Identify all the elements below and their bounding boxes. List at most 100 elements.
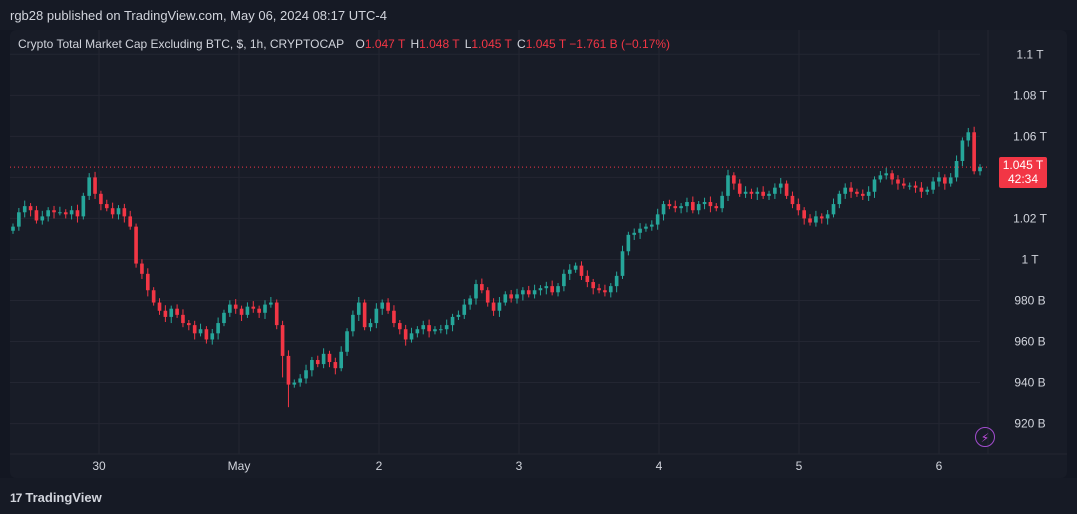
candle-body	[778, 183, 783, 188]
candle-body	[550, 286, 554, 293]
symbol-title[interactable]: Crypto Total Market Cap Excluding BTC, $…	[18, 37, 345, 51]
candle-body	[855, 191, 859, 194]
candle-body	[145, 273, 150, 291]
candle-body	[75, 210, 80, 217]
candle-body	[228, 304, 232, 313]
candle-body	[819, 216, 824, 219]
candle-body	[433, 329, 437, 332]
candle-body	[931, 181, 935, 190]
candlestick-chart[interactable]: 1.1 T 1.08 T 1.06 T 1.02 T 1 T 980 B 960 B 940 …	[10, 30, 1067, 478]
candle-body	[790, 195, 795, 205]
candle-body	[521, 290, 525, 295]
candle-body	[222, 312, 226, 324]
candle-body	[755, 191, 760, 194]
candle-body	[720, 195, 724, 209]
candle-body	[503, 294, 508, 303]
candle-body	[966, 132, 971, 141]
candle-body	[22, 206, 27, 213]
candle-body	[954, 160, 959, 178]
candle-body	[409, 333, 414, 340]
candle-body	[562, 273, 566, 287]
candle-body	[362, 302, 367, 328]
tradingview-logo[interactable]: 17 TradingView	[10, 490, 102, 505]
candle-body	[298, 378, 302, 383]
high-key: H	[410, 37, 420, 51]
candle-body	[415, 329, 420, 334]
candle-body	[831, 204, 836, 215]
candle-body	[403, 329, 408, 340]
candle-body	[960, 140, 965, 161]
candle-body	[327, 353, 332, 363]
candle-body	[104, 204, 109, 209]
candle-body	[925, 189, 930, 192]
candle-body	[99, 193, 103, 205]
candle-body	[216, 323, 220, 334]
candle-body	[368, 323, 373, 328]
low-value: 1.045 T	[471, 37, 512, 51]
candle-body	[192, 325, 197, 334]
candle-body	[773, 187, 777, 194]
candle-body	[626, 234, 631, 252]
candle-body	[134, 226, 138, 264]
candle-body	[87, 177, 92, 196]
last-price-value: 1.045 T	[1002, 158, 1044, 172]
candle-body	[310, 359, 314, 371]
lightning-icon[interactable]: ⚡︎	[975, 427, 995, 447]
candle-body	[374, 308, 379, 324]
open-value: 1.047 T	[364, 37, 406, 51]
candle-body	[943, 177, 947, 184]
candle-body	[198, 329, 203, 334]
candle-body	[339, 351, 344, 369]
candle-body	[40, 216, 45, 221]
candle-body	[878, 175, 883, 180]
candle-body	[673, 206, 678, 209]
candle-body	[122, 208, 127, 217]
candle-body	[597, 288, 601, 291]
candle-body	[397, 323, 402, 330]
candle-body	[116, 208, 121, 215]
candle-body	[919, 187, 924, 192]
candle-body	[784, 183, 789, 196]
candle-body	[456, 314, 461, 317]
candle-body	[732, 175, 736, 184]
open-key: O	[355, 37, 365, 51]
candle-body	[421, 325, 426, 330]
candle-body	[81, 195, 86, 217]
candle-body	[274, 302, 279, 326]
y-tick-label: 1 T	[1021, 252, 1039, 266]
x-tick-label: 30	[92, 459, 106, 473]
candle-body	[685, 202, 689, 207]
candle-body	[884, 173, 889, 176]
candle-body	[286, 355, 291, 385]
candle-body	[620, 251, 625, 276]
candle-body	[872, 179, 877, 192]
candle-body	[948, 177, 953, 184]
candle-body	[169, 308, 174, 317]
candle-body	[497, 302, 502, 311]
close-key: C	[517, 37, 526, 51]
y-tick-label: 960 B	[1014, 335, 1045, 349]
candle-body	[151, 290, 156, 303]
candle-body	[204, 329, 209, 340]
brand-name: TradingView	[25, 490, 102, 505]
candle-body	[907, 185, 912, 187]
x-tick-label: 2	[376, 459, 383, 473]
candle-body	[110, 208, 115, 215]
candle-body	[696, 204, 701, 211]
candle-body	[181, 314, 185, 324]
candle-body	[52, 210, 56, 213]
chart-panel[interactable]: 1.1 T 1.08 T 1.06 T 1.02 T 1 T 980 B 960 B 940 …	[10, 30, 1067, 478]
candle-body	[515, 294, 519, 299]
candle-body	[187, 323, 191, 326]
candle-body	[603, 290, 607, 293]
candle-body	[450, 316, 455, 326]
candle-body	[439, 329, 443, 331]
candle-body	[509, 294, 513, 299]
candle-body	[58, 212, 62, 214]
candle-body	[140, 263, 144, 274]
candle-body	[245, 306, 250, 315]
candle-body	[608, 286, 613, 293]
candle-body	[814, 216, 818, 223]
candle-body	[427, 325, 431, 332]
candle-body	[292, 382, 297, 385]
